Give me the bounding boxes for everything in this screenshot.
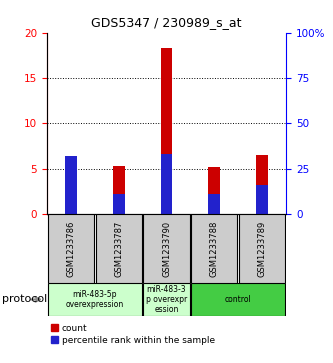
- Bar: [256, 185, 268, 214]
- Bar: [96, 214, 142, 283]
- Bar: [161, 48, 172, 214]
- Title: GDS5347 / 230989_s_at: GDS5347 / 230989_s_at: [91, 16, 242, 29]
- Bar: [48, 214, 94, 283]
- Bar: [208, 194, 220, 214]
- Bar: [256, 155, 268, 214]
- Text: miR-483-5p
overexpression: miR-483-5p overexpression: [66, 290, 124, 309]
- Bar: [48, 283, 142, 316]
- Text: GSM1233788: GSM1233788: [210, 220, 219, 277]
- Bar: [65, 156, 77, 214]
- Bar: [65, 203, 77, 214]
- Text: GSM1233786: GSM1233786: [66, 220, 75, 277]
- Text: miR-483-3
p overexpr
ession: miR-483-3 p overexpr ession: [146, 285, 187, 314]
- Text: control: control: [225, 295, 252, 304]
- Bar: [191, 283, 285, 316]
- Text: GSM1233790: GSM1233790: [162, 221, 171, 277]
- Bar: [161, 154, 172, 214]
- Text: GSM1233789: GSM1233789: [258, 221, 267, 277]
- Bar: [144, 214, 189, 283]
- Legend: count, percentile rank within the sample: count, percentile rank within the sample: [51, 324, 215, 344]
- Bar: [144, 283, 189, 316]
- Bar: [113, 194, 125, 214]
- Text: protocol: protocol: [2, 294, 47, 305]
- Text: GSM1233787: GSM1233787: [114, 220, 123, 277]
- Bar: [239, 214, 285, 283]
- Bar: [113, 166, 125, 214]
- Bar: [208, 167, 220, 214]
- Bar: [191, 214, 237, 283]
